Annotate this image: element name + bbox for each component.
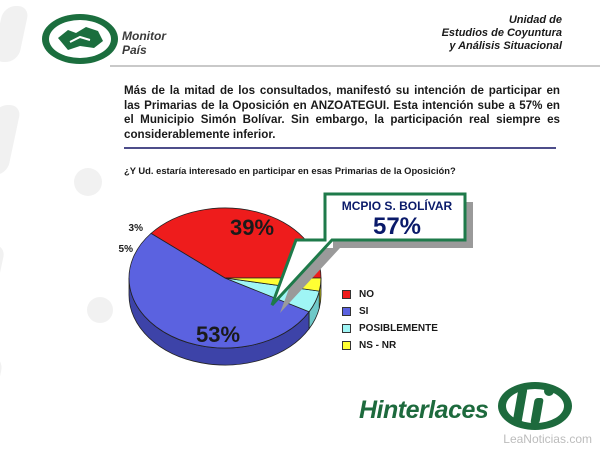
hinterlaces-wordmark: Hinterlaces (359, 396, 489, 424)
legend-swatch-ns-nr (342, 341, 351, 350)
legend-swatch-no (342, 290, 351, 299)
legend-item-posiblemente: POSIBLEMENTE (342, 320, 438, 337)
hinterlaces-logo (498, 382, 572, 430)
summary-divider (124, 147, 556, 149)
summary-text: Más de la mitad de los consultados, mani… (124, 84, 560, 141)
legend-item-no: NO (342, 286, 438, 303)
legend-label-no: NO (359, 289, 374, 300)
survey-question: ¿Y Ud. estaría interesado en participar … (124, 165, 456, 176)
unit-line-1: Unidad de (508, 14, 562, 26)
unit-line-3: y Análisis Situacional (449, 40, 562, 52)
monitor-pais-logo (42, 14, 118, 64)
legend-label-ns-nr: NS - NR (359, 340, 397, 351)
header-divider (110, 65, 600, 67)
site-watermark: LeaNoticias.com (503, 432, 592, 446)
legend-swatch-si (342, 307, 351, 316)
unit-line-2: Estudios de Coyuntura (441, 27, 562, 39)
chart-legend: NO SI POSIBLEMENTE NS - NR (342, 286, 438, 354)
brand-line-2: País (122, 43, 147, 57)
brand-line-1: Monitor (122, 29, 166, 43)
pie-label-no: 39% (230, 215, 274, 240)
pie-label-ns_nr: 3% (129, 223, 144, 234)
legend-label-si: SI (359, 306, 369, 317)
legend-item-si: SI (342, 303, 438, 320)
callout-title: MCPIO S. BOLÍVAR (341, 199, 453, 213)
callout-value: 57% (372, 213, 422, 240)
legend-item-ns-nr: NS - NR (342, 337, 438, 354)
pie-slice-si (128, 232, 310, 349)
pie-label-posiblemente: 5% (119, 244, 134, 255)
pie-label-si: 53% (196, 322, 240, 347)
callout-box (270, 192, 467, 307)
legend-label-posiblemente: POSIBLEMENTE (359, 323, 438, 334)
legend-swatch-posiblemente (342, 324, 351, 333)
brand-title: Monitor País (122, 29, 166, 57)
unit-title: Unidad de Estudios de Coyuntura y Anális… (442, 14, 562, 53)
